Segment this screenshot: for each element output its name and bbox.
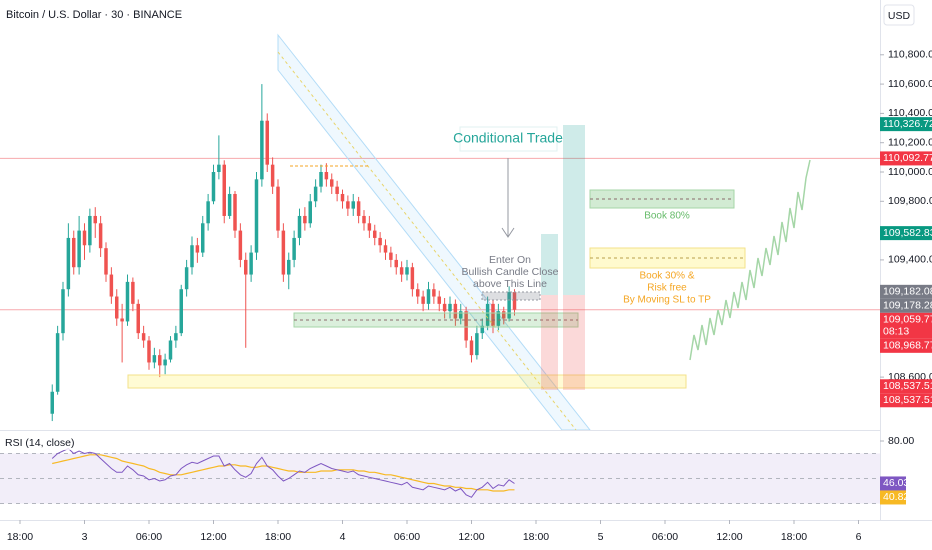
price-label: 110,092.77 <box>883 152 932 164</box>
note: By Moving SL to TP <box>623 295 711 306</box>
y-tick-label: 110,000.00 <box>888 166 932 178</box>
rsi-label: 40.82 <box>883 491 909 503</box>
rsi-title: RSI (14, close) <box>5 437 74 449</box>
x-tick-label: 18:00 <box>265 531 291 543</box>
note: Book 30% & <box>639 271 694 282</box>
x-tick-label: 18:00 <box>7 531 33 543</box>
price-label-bg <box>880 379 932 394</box>
stop-zone <box>563 295 585 390</box>
price-label: 108,968.77 <box>883 340 932 352</box>
y-tick-label: 110,200.00 <box>888 136 932 148</box>
y-tick-label: 109,400.00 <box>888 254 932 266</box>
rsi-title-bg <box>2 436 88 450</box>
price-label: 109,059.77 <box>883 314 932 326</box>
y-tick-label: 110,800.00 <box>888 49 932 61</box>
target-zone <box>563 125 585 295</box>
trigger-line <box>481 291 541 301</box>
callout: Conditional Trade <box>453 130 563 146</box>
arrow-head <box>501 227 515 238</box>
note: Bullish Candle Close <box>462 266 559 278</box>
x-tick-label: 18:00 <box>523 531 549 543</box>
price-label: 110,326.72 <box>883 118 932 130</box>
price-label: 108,537.51 <box>883 394 932 406</box>
x-tick-label: 5 <box>598 531 604 543</box>
x-tick-label: 3 <box>82 531 88 543</box>
currency[interactable]: USD <box>888 10 911 22</box>
x-tick-label: 4 <box>340 531 346 543</box>
note: above This Line <box>473 278 547 290</box>
x-tick-label: 6 <box>856 531 862 543</box>
note: Book 80% <box>644 211 690 222</box>
y-tick-label: 109,800.00 <box>888 195 932 207</box>
rsi-label: 46.03 <box>883 477 909 489</box>
projection <box>689 159 811 361</box>
rsi-label-bg <box>880 476 906 491</box>
price-label-bg <box>880 284 932 299</box>
x-tick-label: 12:00 <box>458 531 484 543</box>
y-tick-label: 110,600.00 <box>888 78 932 90</box>
symbol-title: Bitcoin / U.S. Dollar · 30 · BINANCE <box>6 9 182 21</box>
x-tick-label: 06:00 <box>394 531 420 543</box>
price-label-bg <box>880 393 932 408</box>
price-label-bg <box>880 298 932 313</box>
y-tick-label: 80.00 <box>888 435 914 447</box>
price-label: 108,537.51 <box>883 380 932 392</box>
tp-zone <box>589 247 746 269</box>
price-label: 109,582.83 <box>883 227 932 239</box>
price-label: 109,178.28 <box>883 300 932 312</box>
price-label-bg <box>880 226 932 241</box>
price-label-bg <box>880 312 932 339</box>
price-label-bg <box>880 117 932 132</box>
rsi-label-bg <box>880 490 906 505</box>
x-tick-label: 06:00 <box>136 531 162 543</box>
x-tick-label: 06:00 <box>652 531 678 543</box>
stop-zone <box>541 295 558 390</box>
rsi-ma-line <box>52 454 515 492</box>
callout-box <box>459 126 558 152</box>
x-tick-label: 12:00 <box>716 531 742 543</box>
support-zone <box>127 374 687 389</box>
countdown: 08:13 <box>883 326 909 338</box>
price-label-bg <box>880 338 932 353</box>
y-tick-label: 110,400.00 <box>888 107 932 119</box>
target-zone <box>541 234 558 295</box>
currency-box[interactable] <box>883 4 915 26</box>
channel-mid <box>277 51 577 431</box>
x-tick-label: 18:00 <box>781 531 807 543</box>
x-tick-label: 12:00 <box>200 531 226 543</box>
price-label-bg <box>880 151 932 166</box>
note: Enter On <box>489 254 531 266</box>
note: Risk free <box>647 283 687 294</box>
rsi-line <box>51 447 515 498</box>
price-label: 109,182.08 <box>883 286 932 298</box>
